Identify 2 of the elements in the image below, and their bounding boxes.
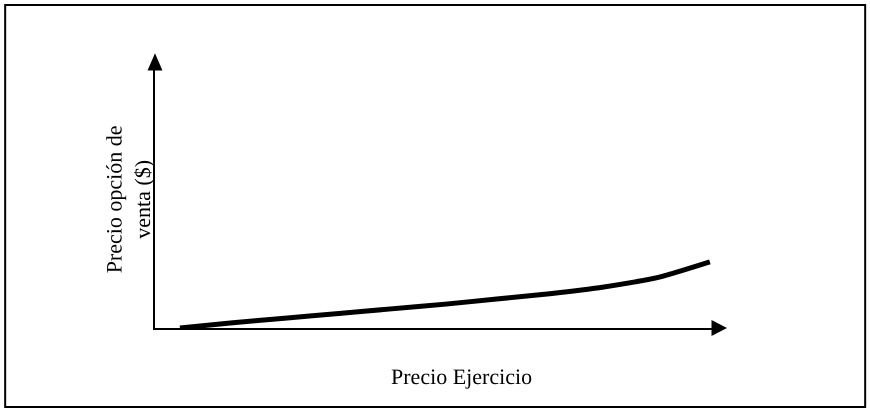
- x-axis-title: Precio Ejercicio: [391, 364, 532, 389]
- y-axis-title: Precio opción de venta ($): [101, 125, 155, 274]
